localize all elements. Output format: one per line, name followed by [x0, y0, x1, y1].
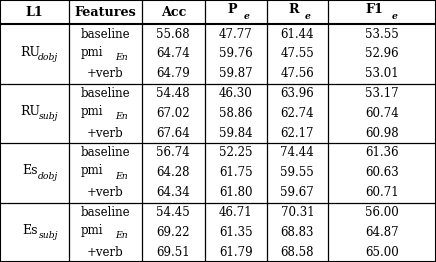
Text: e: e [305, 12, 311, 21]
Text: 46.71: 46.71 [219, 206, 253, 219]
Text: Es: Es [22, 165, 38, 177]
Text: 61.79: 61.79 [219, 245, 253, 259]
Text: 64.87: 64.87 [365, 226, 399, 239]
Text: baseline: baseline [81, 146, 130, 160]
Text: 67.02: 67.02 [157, 107, 190, 120]
Text: 64.79: 64.79 [157, 67, 190, 80]
Text: 64.74: 64.74 [157, 47, 190, 60]
Text: 60.71: 60.71 [365, 186, 399, 199]
Text: subj: subj [39, 231, 58, 240]
Text: 59.76: 59.76 [219, 47, 253, 60]
Text: pmi: pmi [81, 46, 103, 58]
Text: En: En [116, 53, 128, 62]
Text: 54.48: 54.48 [157, 87, 190, 100]
Text: 55.68: 55.68 [157, 28, 190, 41]
Text: 52.96: 52.96 [365, 47, 399, 60]
Text: 62.17: 62.17 [281, 127, 314, 140]
Text: 60.74: 60.74 [365, 107, 399, 120]
Text: pmi: pmi [81, 105, 103, 118]
Text: e: e [243, 12, 249, 21]
Text: En: En [116, 231, 128, 240]
Text: 46.30: 46.30 [219, 87, 253, 100]
Text: Acc: Acc [160, 6, 186, 19]
Text: +verb: +verb [87, 186, 124, 199]
Text: 67.64: 67.64 [157, 127, 190, 140]
Text: P: P [228, 3, 237, 17]
Text: 62.74: 62.74 [280, 107, 314, 120]
Text: RU: RU [20, 46, 40, 58]
Text: 47.56: 47.56 [280, 67, 314, 80]
Text: 63.96: 63.96 [280, 87, 314, 100]
Text: 53.55: 53.55 [365, 28, 399, 41]
Text: 69.51: 69.51 [157, 245, 190, 259]
Text: 53.17: 53.17 [365, 87, 399, 100]
Text: 74.44: 74.44 [280, 146, 314, 160]
Text: baseline: baseline [81, 206, 130, 219]
Text: baseline: baseline [81, 28, 130, 41]
Text: pmi: pmi [81, 224, 103, 237]
Text: 61.35: 61.35 [219, 226, 253, 239]
Text: 54.45: 54.45 [157, 206, 190, 219]
Text: dobj: dobj [38, 53, 58, 62]
Text: 53.01: 53.01 [365, 67, 399, 80]
Text: 59.55: 59.55 [280, 166, 314, 179]
Text: L1: L1 [26, 6, 43, 19]
Text: Features: Features [75, 6, 136, 19]
Text: dobj: dobj [38, 172, 58, 181]
Text: 47.77: 47.77 [219, 28, 253, 41]
Text: 56.00: 56.00 [365, 206, 399, 219]
Text: En: En [116, 172, 128, 181]
Text: baseline: baseline [81, 87, 130, 100]
Text: +verb: +verb [87, 67, 124, 80]
Text: 68.58: 68.58 [281, 245, 314, 259]
Text: 64.28: 64.28 [157, 166, 190, 179]
Text: F1: F1 [365, 3, 383, 17]
Text: 61.75: 61.75 [219, 166, 253, 179]
Text: 58.86: 58.86 [219, 107, 252, 120]
Text: 56.74: 56.74 [157, 146, 190, 160]
Text: 61.36: 61.36 [365, 146, 399, 160]
Text: R: R [289, 3, 299, 17]
Text: +verb: +verb [87, 127, 124, 140]
Text: pmi: pmi [81, 165, 103, 177]
Text: 64.34: 64.34 [157, 186, 190, 199]
Text: subj: subj [39, 112, 58, 121]
Text: 68.83: 68.83 [281, 226, 314, 239]
Text: 60.98: 60.98 [365, 127, 399, 140]
Text: 70.31: 70.31 [280, 206, 314, 219]
Text: En: En [116, 112, 128, 121]
Text: 61.44: 61.44 [280, 28, 314, 41]
Text: 69.22: 69.22 [157, 226, 190, 239]
Text: 65.00: 65.00 [365, 245, 399, 259]
Text: +verb: +verb [87, 245, 124, 259]
Text: 61.80: 61.80 [219, 186, 252, 199]
Text: 59.87: 59.87 [219, 67, 253, 80]
Text: 59.67: 59.67 [280, 186, 314, 199]
Text: 52.25: 52.25 [219, 146, 252, 160]
Text: RU: RU [20, 105, 40, 118]
Text: Es: Es [22, 224, 38, 237]
Text: e: e [392, 12, 398, 21]
Text: 60.63: 60.63 [365, 166, 399, 179]
Text: 59.84: 59.84 [219, 127, 253, 140]
Text: 47.55: 47.55 [280, 47, 314, 60]
